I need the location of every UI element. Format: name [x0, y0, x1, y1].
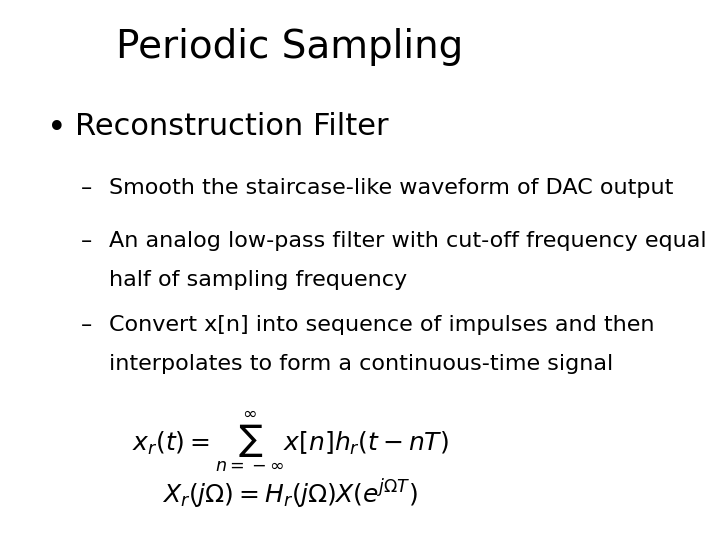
Text: –: – [81, 231, 91, 251]
Text: interpolates to form a continuous-time signal: interpolates to form a continuous-time s… [109, 354, 613, 374]
Text: Periodic Sampling: Periodic Sampling [117, 28, 464, 66]
Text: An analog low-pass filter with cut-off frequency equal: An analog low-pass filter with cut-off f… [109, 231, 706, 251]
Text: $X_r(j\Omega) = H_r(j\Omega)X(e^{j\Omega T})$: $X_r(j\Omega) = H_r(j\Omega)X(e^{j\Omega… [162, 478, 418, 511]
Text: –: – [81, 315, 91, 335]
Text: Smooth the staircase-like waveform of DAC output: Smooth the staircase-like waveform of DA… [109, 178, 673, 198]
Text: half of sampling frequency: half of sampling frequency [109, 270, 407, 290]
Text: $x_r(t) = \sum_{n=-\infty}^{\infty} x[n]h_r(t - nT)$: $x_r(t) = \sum_{n=-\infty}^{\infty} x[n]… [132, 409, 449, 474]
Text: Reconstruction Filter: Reconstruction Filter [75, 112, 389, 141]
Text: Convert x[n] into sequence of impulses and then: Convert x[n] into sequence of impulses a… [109, 315, 654, 335]
Text: •: • [47, 112, 66, 145]
Text: –: – [81, 178, 91, 198]
